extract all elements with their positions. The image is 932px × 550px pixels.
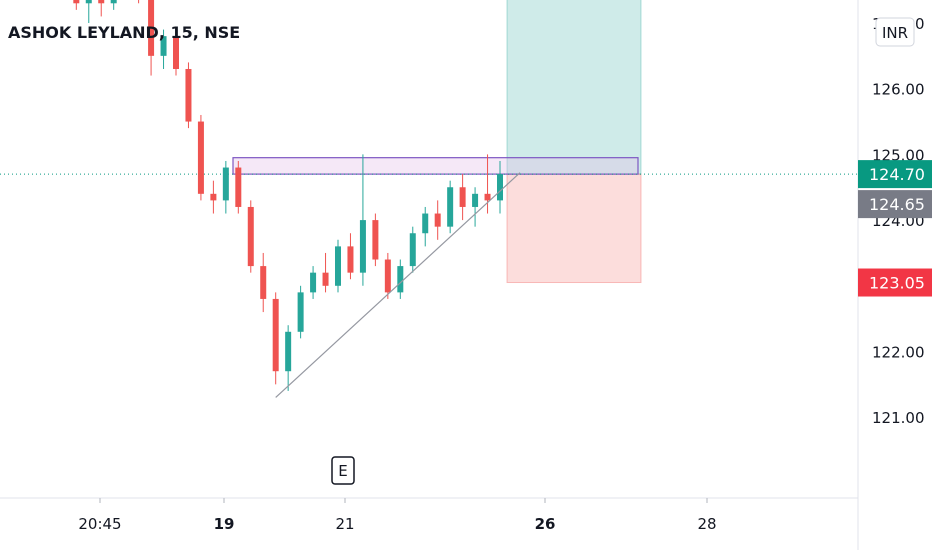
candle-body [297, 292, 304, 332]
candle-body [447, 187, 454, 227]
stop-zone[interactable] [506, 173, 642, 284]
last-price-tag-text: 124.65 [869, 195, 925, 214]
event-box[interactable] [331, 456, 355, 485]
time-tick-label: 20:45 [78, 515, 121, 533]
candle-body [322, 272, 329, 286]
candle-body [235, 167, 242, 207]
candle-body [272, 298, 279, 372]
currency-badge[interactable]: INR [875, 17, 915, 47]
event-marker[interactable]: E [331, 456, 355, 485]
time-tick-label: 26 [535, 515, 556, 533]
time-axis[interactable]: 20:45 19 21 26 28 [0, 497, 858, 533]
price-tick-label: 122.00 [872, 344, 925, 362]
candle-body [409, 233, 416, 267]
currency-badge-box [875, 17, 915, 47]
candle-body [372, 220, 379, 260]
candle-body [422, 213, 429, 234]
candle-body [397, 266, 404, 293]
current-price-tag-text: 124.70 [869, 165, 925, 184]
candle-body [85, 0, 92, 4]
currency-label: INR [882, 24, 908, 42]
resistance-zone[interactable] [232, 157, 639, 175]
candle-body [459, 187, 466, 207]
time-tick-label: 28 [697, 515, 716, 533]
candle-body [197, 121, 204, 194]
price-tick-label: 126.00 [872, 81, 925, 99]
candle-body [110, 0, 117, 4]
candle-body [359, 220, 366, 273]
candle-body [335, 246, 341, 286]
candle-body [434, 213, 441, 227]
chart-title: ASHOK LEYLAND, 15, NSE [8, 23, 240, 42]
zones-layer [232, 0, 642, 284]
candle-body [347, 246, 354, 273]
candle-body [260, 266, 267, 299]
candle-body [497, 174, 503, 201]
candle-body [222, 167, 229, 201]
candle-body [73, 0, 80, 4]
candle-body [98, 0, 105, 4]
time-tick-label: 19 [214, 515, 235, 533]
candles-layer [73, 0, 503, 391]
candle-body [185, 68, 192, 122]
time-tick-label: 21 [335, 515, 354, 533]
candle-body [160, 36, 167, 56]
candle-body [285, 331, 292, 372]
candle-body [484, 193, 491, 201]
candle-body [148, 0, 155, 56]
candle-body [247, 206, 254, 267]
candle-body [173, 36, 179, 69]
last-price-tag-box [858, 190, 932, 219]
price-tick-label: 125.00 [872, 146, 925, 164]
candle-body [384, 259, 391, 293]
candle-body [310, 272, 317, 293]
price-tick-label: 121.00 [872, 409, 925, 427]
event-label: E [338, 462, 347, 480]
stop-price-tag-text: 123.05 [869, 274, 925, 293]
stop-price-tag-box [858, 268, 932, 297]
target-zone[interactable] [506, 0, 642, 175]
candle-body [472, 193, 479, 207]
trendline[interactable] [275, 172, 521, 398]
candle-body [210, 193, 217, 201]
current-price-tag-box [858, 160, 932, 189]
